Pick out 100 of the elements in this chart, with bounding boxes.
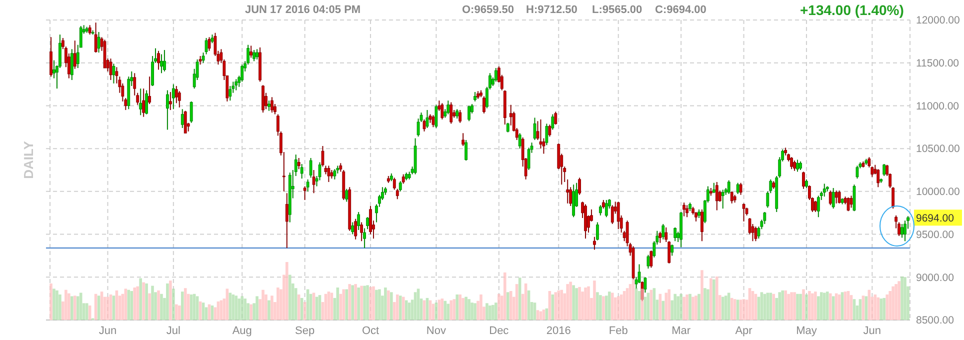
bar — [58, 294, 62, 320]
candlestick — [268, 100, 270, 112]
candlestick — [422, 118, 426, 132]
bar — [363, 286, 366, 320]
candlestick — [658, 231, 662, 244]
bar — [286, 262, 288, 320]
y-tick-label: 10000.00 — [916, 186, 960, 198]
bar — [52, 288, 56, 320]
bar — [876, 297, 880, 320]
bar — [76, 296, 80, 320]
bar — [739, 300, 742, 320]
bar — [210, 306, 214, 320]
bar — [438, 300, 441, 320]
candlestick — [482, 96, 486, 114]
bar — [542, 310, 546, 320]
bar — [270, 296, 274, 320]
y-tick-label: 9000.00 — [916, 272, 954, 284]
bar — [652, 288, 656, 320]
y-tick-label: 10500.00 — [916, 143, 960, 156]
bar — [769, 292, 772, 320]
bar — [303, 302, 306, 320]
candlestick — [456, 108, 459, 120]
candlestick — [727, 180, 730, 194]
candlestick — [566, 178, 570, 204]
bar — [900, 276, 904, 320]
bar — [706, 289, 710, 320]
bar — [85, 303, 88, 320]
bar — [668, 289, 671, 320]
bar — [357, 288, 360, 320]
candlestick — [876, 168, 880, 188]
candlestick — [204, 38, 208, 55]
candlestick — [900, 224, 904, 238]
candlestick — [644, 276, 647, 294]
bar — [264, 294, 268, 320]
y-tick-label: 8500.00 — [916, 314, 954, 327]
candlestick — [545, 123, 548, 146]
candlestick — [366, 216, 369, 230]
bar — [414, 292, 417, 320]
bar — [602, 296, 605, 320]
candlestick — [816, 195, 820, 218]
candlestick — [306, 178, 310, 192]
bar — [646, 292, 650, 320]
candlestick — [754, 226, 758, 242]
bar — [68, 293, 70, 320]
bar — [70, 296, 74, 320]
candlestick — [604, 200, 608, 218]
candlestick — [838, 190, 841, 204]
candlestick — [312, 170, 316, 194]
candlestick — [721, 189, 724, 210]
bar — [402, 296, 405, 320]
candlestick — [270, 96, 274, 114]
bar — [145, 283, 148, 320]
bar — [262, 290, 264, 320]
candlestick — [262, 84, 264, 114]
bar — [486, 303, 488, 320]
candlestick — [285, 192, 288, 248]
candlestick — [369, 206, 372, 235]
x-tick-label: Aug — [232, 325, 252, 337]
bar — [686, 294, 688, 320]
candlestick — [360, 222, 363, 242]
bar — [698, 294, 700, 320]
bar — [826, 292, 829, 320]
candlestick — [814, 200, 817, 212]
candlestick — [548, 124, 552, 138]
bar — [202, 302, 205, 320]
y-tick-label: 9500.00 — [916, 228, 954, 241]
bar — [882, 298, 886, 320]
bar — [462, 298, 464, 320]
x-tick-label: Feb — [608, 325, 628, 337]
candlestick — [180, 108, 184, 128]
candlestick — [446, 100, 450, 115]
x-tick-label: 2016 — [546, 325, 571, 337]
candlestick — [163, 50, 166, 72]
bar — [694, 296, 698, 320]
candlestick — [184, 110, 187, 134]
bar — [605, 296, 608, 320]
candlestick — [351, 222, 354, 235]
bar — [814, 292, 817, 320]
candlestick — [112, 63, 116, 84]
bar — [172, 288, 175, 320]
bar — [446, 304, 450, 320]
candlestick — [650, 250, 653, 268]
bar — [398, 296, 402, 320]
candlestick — [638, 264, 641, 284]
candlestick — [363, 228, 366, 248]
candlestick — [610, 204, 614, 224]
candlestick — [208, 36, 211, 52]
bar — [805, 294, 808, 320]
bar — [184, 288, 187, 320]
bar — [817, 296, 820, 320]
candlestick — [682, 202, 686, 217]
bar — [312, 292, 316, 320]
bar — [250, 304, 252, 320]
bar — [784, 290, 787, 320]
bar — [844, 292, 847, 320]
bar — [596, 292, 599, 320]
candlestick — [686, 204, 688, 218]
bar — [793, 292, 796, 320]
text: C:9694.00 — [655, 4, 706, 16]
candlestick — [790, 156, 793, 170]
